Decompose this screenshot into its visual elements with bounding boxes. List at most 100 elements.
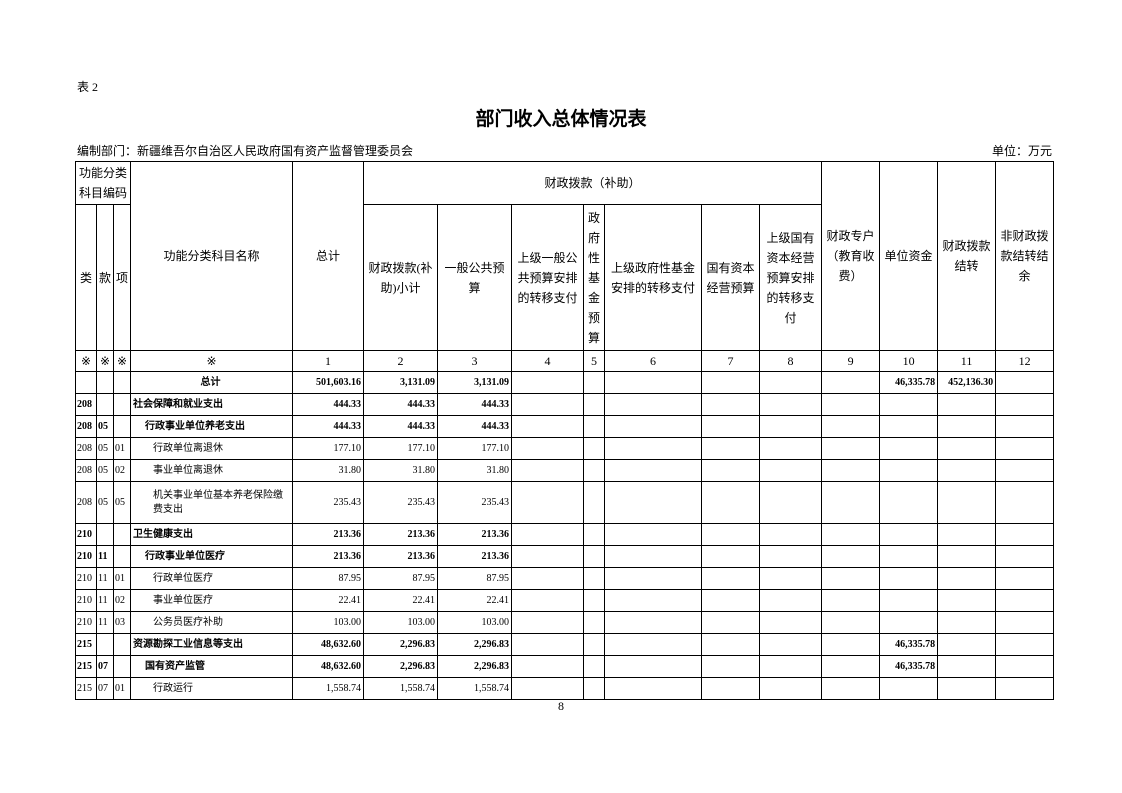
cell: 31.80 xyxy=(363,459,438,482)
cell xyxy=(511,393,584,416)
cell xyxy=(96,633,114,656)
cell: 1,558.74 xyxy=(437,677,512,700)
cell xyxy=(937,677,997,700)
cell: 213.36 xyxy=(363,545,438,568)
header-cell: 政府性基金预算 xyxy=(583,204,605,351)
cell xyxy=(583,415,605,438)
cell xyxy=(995,633,1055,656)
header-cell: 财政拨款（补助） xyxy=(362,161,823,205)
cell xyxy=(879,459,939,482)
cell xyxy=(701,567,760,590)
cell xyxy=(583,545,605,568)
cell: 03 xyxy=(113,611,131,634)
cell xyxy=(96,371,114,394)
cell: 9 xyxy=(821,350,881,372)
cell: 07 xyxy=(96,655,114,678)
cell: 87.95 xyxy=(292,567,364,590)
cell: 07 xyxy=(96,677,114,700)
cell: 国有资产监管 xyxy=(130,655,293,678)
cell: 01 xyxy=(113,437,131,460)
cell xyxy=(583,393,605,416)
cell xyxy=(75,371,97,394)
cell xyxy=(758,481,823,524)
cell: 452,136.30 xyxy=(937,371,997,394)
header-cell: 财政拨款(补助)小计 xyxy=(363,204,438,351)
table-row: 210 11 01 行政单位医疗 87.95 87.95 87.95 xyxy=(75,567,1055,590)
cell xyxy=(604,633,702,656)
cell xyxy=(758,655,823,678)
cell: 8 xyxy=(758,350,823,372)
cell: 3,131.09 xyxy=(363,371,438,394)
cell: 46,335.78 xyxy=(879,655,939,678)
cell xyxy=(701,415,760,438)
cell: 行政运行 xyxy=(130,677,293,700)
cell xyxy=(701,437,760,460)
cell xyxy=(511,481,584,524)
cell: 444.33 xyxy=(437,393,512,416)
cell xyxy=(758,611,823,634)
cell: 11 xyxy=(96,567,114,590)
department: 编制部门：新疆维吾尔自治区人民政府国有资产监督管理委员会 xyxy=(77,144,414,158)
cell: 444.33 xyxy=(292,415,364,438)
cell: 22.41 xyxy=(292,589,364,612)
cell: 208 xyxy=(75,481,97,524)
cell xyxy=(511,655,584,678)
cell xyxy=(995,567,1055,590)
cell: 213.36 xyxy=(437,523,512,546)
cell: 资源勘探工业信息等支出 xyxy=(130,633,293,656)
cell: ※ xyxy=(75,350,97,372)
cell xyxy=(701,677,760,700)
header-cell: 项 xyxy=(113,204,131,351)
header-cell: 类 xyxy=(75,204,97,351)
cell xyxy=(995,655,1055,678)
cell: 46,335.78 xyxy=(879,633,939,656)
cell: 10 xyxy=(879,350,939,372)
cell: 213.36 xyxy=(292,523,364,546)
cell: 行政单位医疗 xyxy=(130,567,293,590)
cell xyxy=(511,437,584,460)
unit: 单位：万元 xyxy=(991,144,1052,158)
cell: 2,296.83 xyxy=(437,655,512,678)
cell: 215 xyxy=(75,633,97,656)
cell: 501,603.16 xyxy=(292,371,364,394)
header-cell: 国有资本经营预算 xyxy=(701,204,760,351)
cell xyxy=(758,437,823,460)
cell xyxy=(879,523,939,546)
cell: 103.00 xyxy=(437,611,512,634)
cell: 4 xyxy=(511,350,584,372)
cell xyxy=(113,655,131,678)
cell xyxy=(937,567,997,590)
cell xyxy=(995,481,1055,524)
cell xyxy=(758,459,823,482)
header-cell: 功能分类科目名称 xyxy=(130,161,293,351)
cell xyxy=(511,633,584,656)
cell: 215 xyxy=(75,655,97,678)
cell: 46,335.78 xyxy=(879,371,939,394)
cell: 210 xyxy=(75,545,97,568)
header-cell: 上级国有资本经营预算安排的转移支付 xyxy=(758,204,823,351)
cell: 444.33 xyxy=(437,415,512,438)
header-cell: 功能分类科目编码 xyxy=(75,161,131,205)
cell xyxy=(511,677,584,700)
cell: 社会保障和就业支出 xyxy=(130,393,293,416)
cell: 213.36 xyxy=(437,545,512,568)
cell xyxy=(604,545,702,568)
cell: 卫生健康支出 xyxy=(130,523,293,546)
cell xyxy=(604,437,702,460)
cell: 行政事业单位医疗 xyxy=(130,545,293,568)
cell xyxy=(511,523,584,546)
header-cell: 非财政拨款结转结余 xyxy=(995,161,1055,351)
cell: 31.80 xyxy=(292,459,364,482)
cell xyxy=(879,393,939,416)
header-cell: 上级政府性基金安排的转移支付 xyxy=(604,204,702,351)
cell xyxy=(879,545,939,568)
cell: 3,131.09 xyxy=(437,371,512,394)
cell: 11 xyxy=(96,589,114,612)
cell xyxy=(758,523,823,546)
cell: 1,558.74 xyxy=(363,677,438,700)
cell: 48,632.60 xyxy=(292,655,364,678)
cell: 213.36 xyxy=(363,523,438,546)
cell: 177.10 xyxy=(437,437,512,460)
cell xyxy=(583,677,605,700)
cell: 235.43 xyxy=(363,481,438,524)
